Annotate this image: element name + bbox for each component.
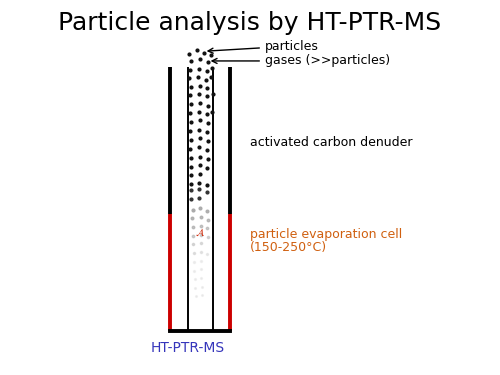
Text: $\mathcal{A}$: $\mathcal{A}$ bbox=[196, 226, 205, 238]
Text: particles: particles bbox=[208, 39, 319, 53]
Text: particle evaporation cell: particle evaporation cell bbox=[250, 228, 402, 240]
Text: Particle analysis by HT-PTR-MS: Particle analysis by HT-PTR-MS bbox=[58, 11, 442, 35]
Text: (150-250°C): (150-250°C) bbox=[250, 240, 327, 254]
Text: activated carbon denuder: activated carbon denuder bbox=[250, 136, 412, 149]
Text: gases (>>particles): gases (>>particles) bbox=[212, 54, 390, 68]
Text: HT-PTR-MS: HT-PTR-MS bbox=[150, 340, 224, 354]
